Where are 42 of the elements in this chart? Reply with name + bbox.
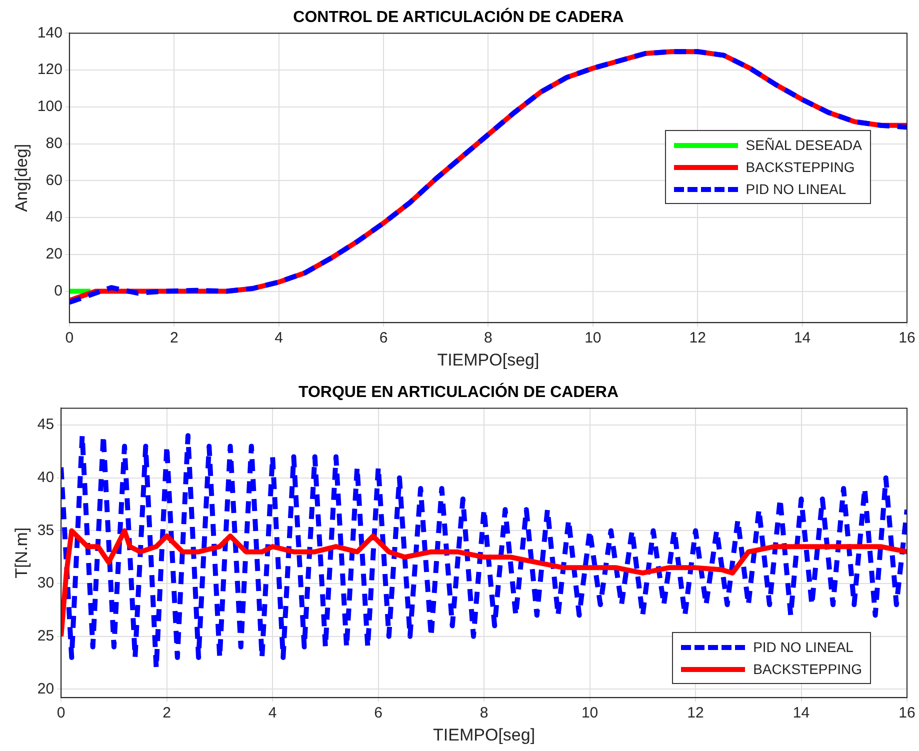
x-axis-title: TIEMPO[seg]: [437, 350, 540, 370]
x-tick-label: 12: [687, 704, 704, 722]
x-tick-label: 12: [689, 330, 706, 347]
y-tick-label: 80: [46, 134, 62, 152]
x-tick-label: 4: [274, 330, 283, 347]
y-tick-label: 140: [37, 24, 62, 42]
y-tick-label: 60: [46, 172, 62, 189]
x-tick-label: 10: [581, 704, 598, 722]
x-tick-label: 4: [268, 704, 277, 722]
chart-title: TORQUE EN ARTICULACIÓN DE CADERA: [298, 382, 619, 402]
x-tick-label: 10: [584, 330, 602, 347]
y-tick-label: 45: [37, 416, 54, 434]
y-tick-label: 20: [37, 680, 54, 698]
x-tick-label: 6: [374, 704, 382, 722]
y-tick-label: 120: [37, 61, 62, 78]
legend-label: BACKSTEPPING: [753, 661, 862, 677]
x-axis-title: TIEMPO[seg]: [433, 725, 536, 744]
x-tick-label: 6: [379, 330, 388, 347]
x-tick-label: 16: [898, 330, 916, 347]
y-tick-label: 40: [37, 469, 54, 486]
y-tick-label: 0: [54, 282, 62, 300]
y-tick-label: 20: [46, 246, 62, 263]
x-tick-label: 0: [65, 330, 74, 347]
x-tick-label: 8: [484, 330, 492, 347]
y-axis-title: T[N.m]: [12, 527, 31, 578]
x-tick-label: 8: [480, 704, 488, 722]
x-tick-label: 16: [898, 704, 916, 722]
legend-label: SEÑAL DESEADA: [746, 137, 862, 153]
x-tick-label: 2: [170, 330, 178, 347]
y-tick-label: 100: [37, 98, 62, 116]
y-tick-label: 35: [37, 522, 54, 539]
chart-title: CONTROL DE ARTICULACIÓN DE CADERA: [293, 7, 624, 26]
legend-label: PID NO LINEAL: [753, 639, 854, 655]
x-tick-label: 14: [794, 330, 811, 347]
y-tick-label: 40: [46, 208, 62, 226]
y-axis-title: Ang[deg]: [12, 144, 31, 212]
x-tick-label: 2: [162, 704, 171, 722]
y-tick-label: 30: [37, 574, 54, 592]
y-tick-label: 25: [37, 627, 54, 644]
legend-label: PID NO LINEAL: [746, 181, 846, 197]
x-tick-label: 14: [792, 704, 810, 722]
legend-label: BACKSTEPPING: [746, 159, 855, 175]
